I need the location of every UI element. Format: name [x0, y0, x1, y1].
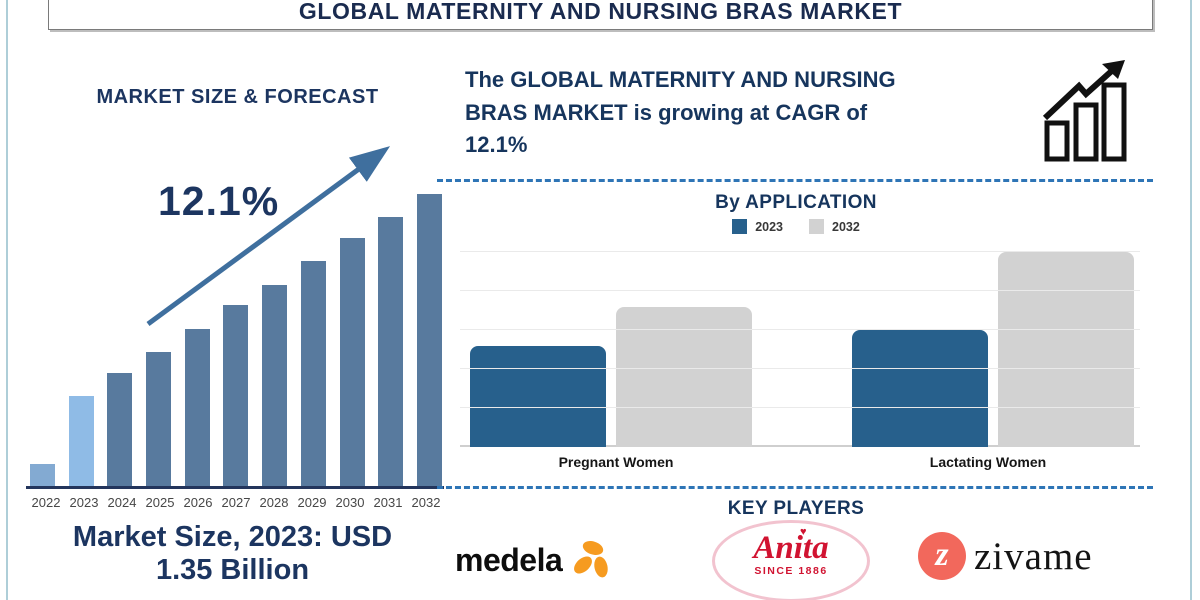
forecast-bars [30, 193, 442, 487]
forecast-year-label-2029: 2029 [297, 495, 327, 510]
forecast-bar-2031 [378, 217, 404, 487]
zivame-logo: z zivame [918, 532, 1093, 580]
anita-name-text: Anita [753, 530, 829, 566]
zivame-monogram-icon: z [918, 532, 966, 580]
dashed-divider-bottom [437, 486, 1153, 489]
forecast-bar-2027 [223, 305, 249, 487]
application-gridline [460, 407, 1140, 408]
forecast-year-label-2023: 2023 [69, 495, 99, 510]
zivame-z-letter: z [935, 535, 949, 573]
forecast-bar-2022 [30, 464, 55, 487]
application-category-label: Pregnant Women [558, 454, 674, 470]
heart-icon: ♥ [800, 526, 807, 538]
forecast-bar-2028 [262, 285, 288, 487]
anita-wordmark: Anita ♥ [753, 526, 829, 567]
application-category-labels: Pregnant Women Lactating Women [460, 454, 1140, 470]
forecast-bar-2029 [300, 261, 326, 487]
application-bar-groups [460, 247, 1140, 447]
application-section-title: By APPLICATION [715, 192, 877, 213]
page-title: GLOBAL MATERNITY AND NURSING BRAS MARKET [298, 0, 903, 24]
zivame-wordmark: zivame [974, 534, 1093, 578]
forecast-year-label-2031: 2031 [373, 495, 403, 510]
legend-label-2023: 2023 [755, 219, 783, 234]
forecast-year-label-2026: 2026 [183, 495, 213, 510]
forecast-year-label-2024: 2024 [107, 495, 137, 510]
forecast-year-label-2025: 2025 [145, 495, 175, 510]
dashed-divider-top [437, 179, 1153, 182]
forecast-bar-2023 [68, 396, 94, 487]
application-x-axis [460, 445, 1140, 447]
application-gridline [460, 329, 1140, 330]
legend-swatch-2032 [809, 219, 824, 234]
legend-label-2032: 2032 [832, 219, 860, 234]
forecast-bar-2032 [416, 194, 442, 487]
application-bar-2032 [616, 307, 752, 447]
trend-arrow-icon [146, 146, 391, 327]
cagr-headline: The GLOBAL MATERNITY AND NURSING BRAS MA… [465, 67, 896, 158]
application-legend: 2023 2032 [440, 219, 1152, 234]
medela-logo: medela [455, 538, 613, 582]
application-gridline [460, 290, 1140, 291]
page-right-border [1190, 0, 1192, 600]
legend-item-2032: 2032 [809, 219, 860, 234]
forecast-year-label-2030: 2030 [335, 495, 365, 510]
application-chart [460, 247, 1140, 447]
application-gridline [460, 251, 1140, 252]
forecast-bar-2024 [107, 373, 133, 487]
medela-wordmark: medela [455, 541, 563, 578]
title-bar: GLOBAL MATERNITY AND NURSING BRAS MARKET [48, 0, 1153, 30]
medela-flower-icon [574, 541, 609, 578]
caption-line2: 1.35 Billion [155, 554, 310, 587]
caption-line1: Market Size, 2023: USD [72, 521, 393, 553]
forecast-x-axis [26, 486, 444, 489]
application-bar-2032 [998, 252, 1134, 447]
anita-logo: Anita ♥ SINCE 1886 [712, 520, 870, 600]
forecast-year-label-2028: 2028 [259, 495, 289, 510]
forecast-chart-title: MARKET SIZE & FORECAST [96, 86, 379, 108]
market-size-caption: Market Size, 2023: USD 1.35 Billion [50, 521, 415, 587]
application-category-label: Lactating Women [929, 454, 1047, 470]
application-group-pregnant [470, 307, 752, 447]
page-left-border [6, 0, 8, 600]
forecast-year-label-2027: 2027 [221, 495, 251, 510]
application-bar-2023 [852, 330, 988, 447]
application-gridline [460, 368, 1140, 369]
forecast-bar-2026 [184, 329, 210, 487]
legend-item-2023: 2023 [732, 219, 783, 234]
application-group-lactating [852, 252, 1134, 447]
growth-chart-icon [1043, 60, 1127, 162]
key-players-title: KEY PLAYERS [727, 498, 865, 519]
forecast-year-labels: 2022 2023 2024 2025 2026 2027 2028 2029 2030 2031… [27, 495, 445, 510]
anita-tagline: SINCE 1886 [754, 565, 828, 577]
legend-swatch-2023 [732, 219, 748, 234]
forecast-bar-2025 [146, 352, 172, 487]
forecast-bar-2030 [339, 238, 365, 487]
application-bar-2023 [470, 346, 606, 447]
forecast-year-label-2032: 2032 [411, 495, 441, 510]
forecast-year-label-2022: 2022 [31, 495, 61, 510]
cagr-annotation: 12.1% [158, 178, 280, 224]
